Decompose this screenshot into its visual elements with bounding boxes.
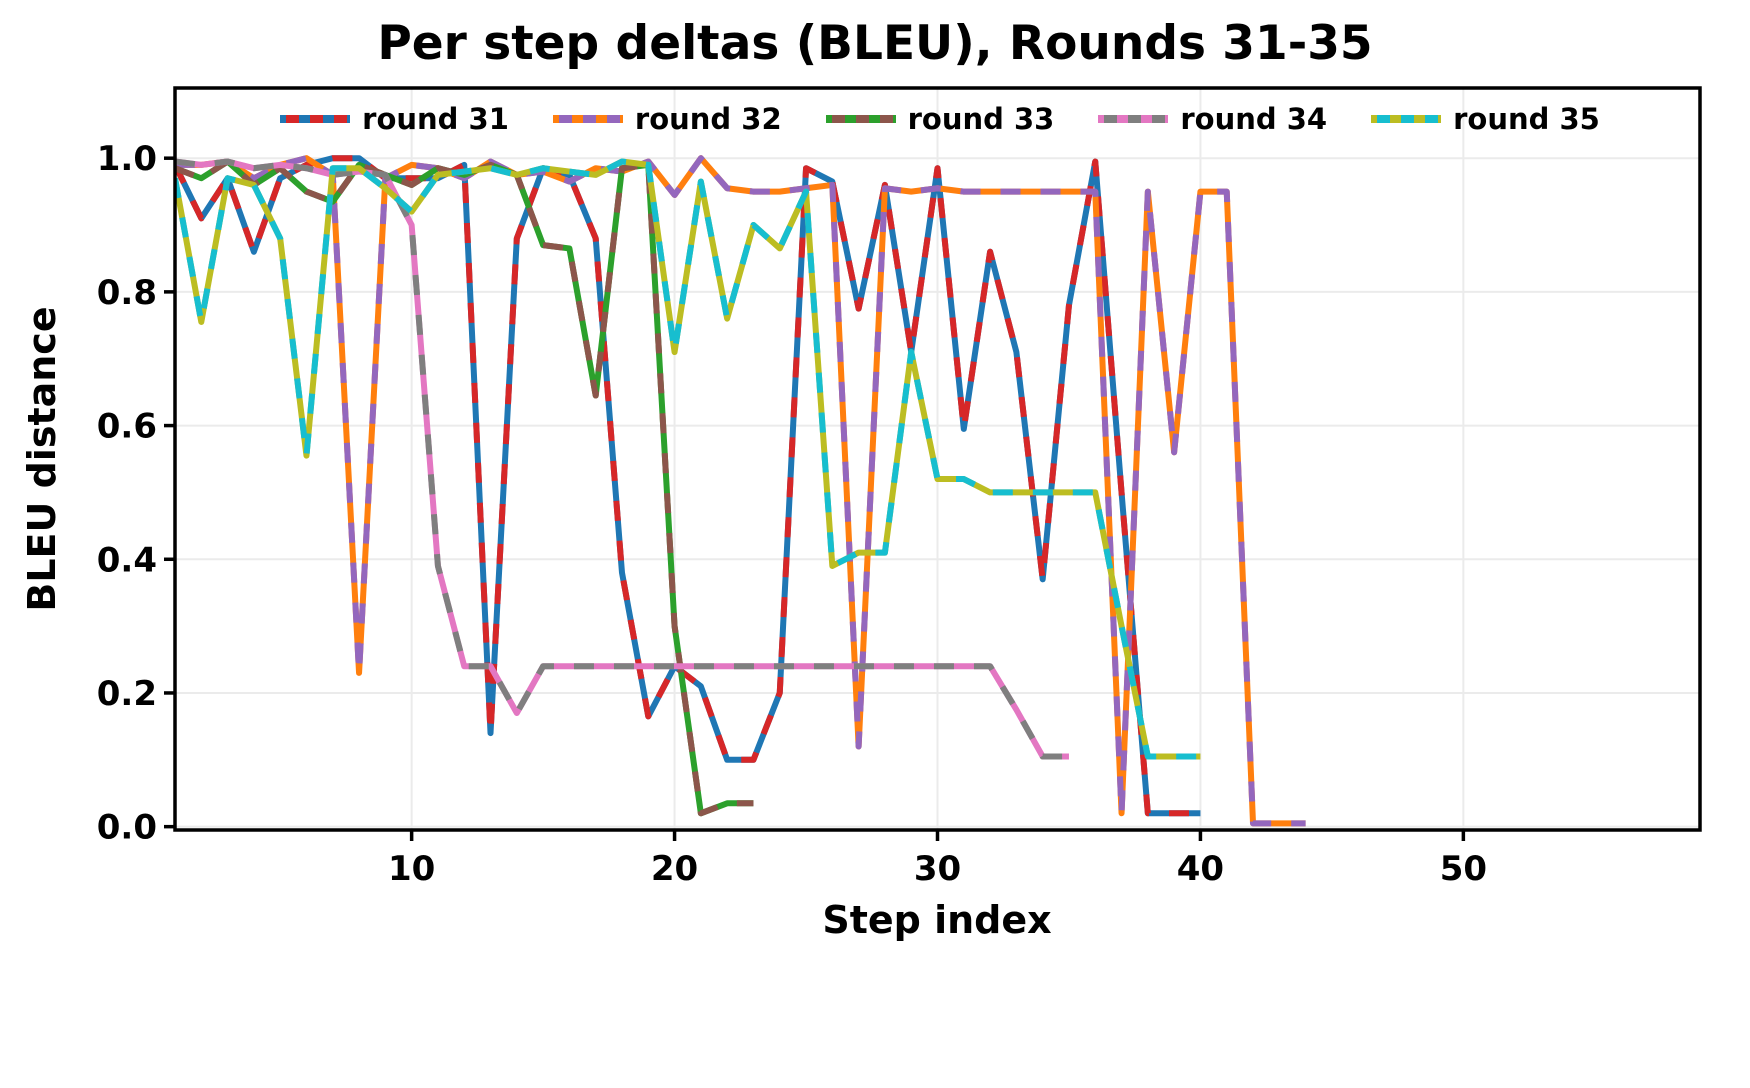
- series-round-34: [175, 158, 1069, 760]
- gridlines: [175, 88, 1700, 830]
- x-tick-label: 20: [651, 849, 698, 889]
- y-tick-label: 0.2: [97, 674, 157, 714]
- x-tick-label: 40: [1177, 849, 1224, 889]
- x-tick-label: 30: [914, 849, 961, 889]
- series-round-33: [175, 158, 754, 817]
- y-tick-label: 0.4: [97, 540, 157, 580]
- x-ticks: 10 20 30 40 50: [388, 830, 1487, 889]
- y-ticks: 0.0 0.2 0.4 0.6 0.8 1.0: [97, 139, 175, 848]
- series-group: [175, 155, 1306, 827]
- y-tick-label: 0.6: [97, 407, 157, 447]
- y-tick-label: 1.0: [97, 139, 157, 179]
- x-axis-label: Step index: [822, 898, 1052, 942]
- y-tick-label: 0.0: [97, 808, 157, 848]
- x-tick-label: 10: [388, 849, 435, 889]
- series-round-32: [175, 155, 1306, 827]
- chart-title: Per step deltas (BLEU), Rounds 31-35: [377, 16, 1373, 71]
- series-round-31: [175, 155, 1201, 817]
- y-axis-label: BLEU distance: [20, 306, 64, 612]
- x-tick-label: 50: [1440, 849, 1487, 889]
- series-round-35: [175, 158, 1201, 760]
- y-tick-label: 0.8: [97, 273, 157, 313]
